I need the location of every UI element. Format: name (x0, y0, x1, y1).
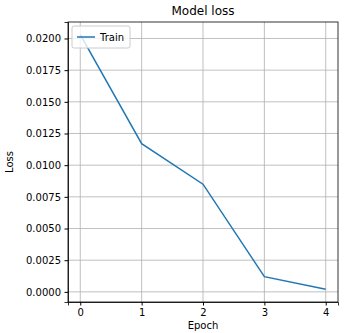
axis-line (65, 23, 69, 303)
line (80, 35, 325, 290)
tick: 0.0050 (26, 223, 68, 234)
tick-mark (65, 133, 69, 134)
tick-mark (65, 38, 69, 39)
y-axis: 0.0000 0.0025 0.0050 0.0075 0.0100 0.0125 0.01… (26, 23, 69, 303)
tick-mark (142, 302, 143, 306)
tick-label: 0.0100 (26, 160, 61, 171)
tick-label: 1 (139, 307, 145, 318)
tick: 0.0150 (26, 97, 68, 108)
grid-line (68, 133, 338, 134)
grid-line (68, 260, 338, 261)
grid-line (68, 101, 338, 102)
frame (68, 22, 338, 302)
legend: Train (72, 26, 130, 48)
tick: 0.0100 (26, 160, 68, 171)
tick: 0.0175 (26, 65, 68, 76)
grid-line (68, 196, 338, 197)
tick-label: 0.0075 (26, 192, 61, 203)
tick: 1 (139, 302, 145, 318)
grid-line (68, 228, 338, 229)
grid-line (68, 291, 338, 292)
tick: 3 (262, 302, 268, 318)
tick-mark (65, 102, 69, 103)
legend-label: Train (99, 32, 124, 43)
tick: 0.0200 (26, 33, 68, 44)
tick-mark (65, 229, 69, 230)
tick: 2 (200, 302, 206, 318)
tick-mark (326, 302, 327, 306)
plot: 0 1 2 3 4 0.0000 0.0025 0.0050 0.0075 0.0100 0.012… (26, 22, 339, 318)
tick-label: 2 (200, 307, 206, 318)
tick-label: 0 (78, 307, 84, 318)
tick-mark (65, 292, 69, 293)
legend-box (72, 26, 130, 48)
tick-label: 0.0125 (26, 128, 61, 139)
tick: 0 (78, 302, 84, 318)
title: Model loss (171, 4, 234, 18)
tick: 0.0075 (26, 192, 68, 203)
tick-label: 0.0200 (26, 33, 61, 44)
tick: 0.0025 (26, 255, 68, 266)
tick-mark (203, 302, 204, 306)
axis-line (69, 303, 339, 306)
tick: 0.0125 (26, 128, 68, 139)
tick: 4 (323, 302, 329, 318)
grid-line (68, 70, 338, 71)
tick-mark (80, 302, 81, 306)
grid-line (68, 165, 338, 166)
legend-swatch (77, 36, 95, 38)
tick-label: 3 (262, 307, 268, 318)
tick-mark (65, 260, 69, 261)
tick-mark (65, 70, 69, 71)
chart: 0 1 2 3 4 0.0000 0.0025 0.0050 0.0075 0.0100 0.012… (0, 0, 349, 333)
marks (80, 35, 325, 290)
tick-label: 0.0050 (26, 223, 61, 234)
tick: 0.0000 (26, 287, 68, 298)
tick-label: 0.0175 (26, 65, 61, 76)
y-axis-title: Loss (4, 151, 15, 173)
grid (68, 22, 338, 302)
tick-label: 4 (323, 307, 329, 318)
tick-label: 0.0000 (26, 287, 61, 298)
tick-label: 0.0025 (26, 255, 61, 266)
tick-mark (65, 197, 69, 198)
tick-mark (65, 165, 69, 166)
tick-mark (264, 302, 265, 306)
x-axis-title: Epoch (188, 320, 219, 331)
x-axis: 0 1 2 3 4 (69, 302, 339, 318)
tick-label: 0.0150 (26, 97, 61, 108)
